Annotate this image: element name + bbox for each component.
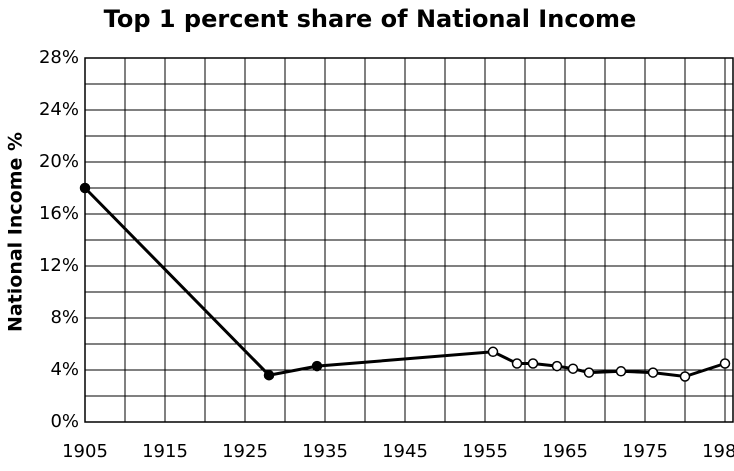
marker [527,358,539,369]
x-tick-label: 1975 [622,441,668,462]
y-tick-label: 8% [50,307,79,328]
x-tick-label: 1965 [542,441,588,462]
x-tick-label: 1905 [62,441,108,462]
marker [583,367,595,378]
marker [311,360,323,372]
y-tick-label: 0% [50,411,79,432]
marker [79,182,91,194]
marker [567,363,579,374]
y-tick-label: 12% [39,255,79,276]
plot-frame [84,57,734,423]
y-tick-label: 24% [39,99,79,120]
chart-title: Top 1 percent share of National Income [104,5,637,33]
y-tick-label: 4% [50,359,79,380]
marker [679,371,691,382]
y-tick-label: 28% [39,47,79,68]
x-tick-label: 1985 [702,441,734,462]
x-tick-label: 1955 [462,441,508,462]
y-tick-label: 20% [39,151,79,172]
marker [647,367,659,378]
marker [263,369,275,381]
marker [615,366,627,377]
x-tick-label: 1915 [142,441,188,462]
marker [487,346,499,358]
y-axis-title: National Income % [5,132,27,332]
marker [551,360,563,372]
x-tick-label: 1935 [302,441,348,462]
x-tick-label: 1925 [222,441,268,462]
marker [719,358,731,369]
marker [511,358,523,369]
y-tick-label: 16% [39,203,79,224]
x-tick-label: 1945 [382,441,428,462]
